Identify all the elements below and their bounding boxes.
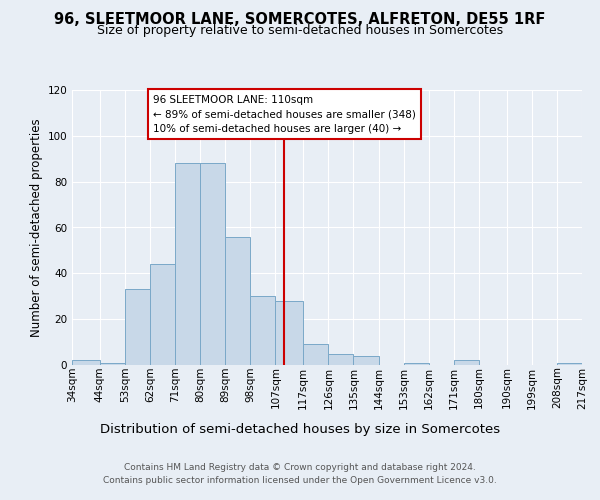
Text: Contains HM Land Registry data © Crown copyright and database right 2024.: Contains HM Land Registry data © Crown c… <box>124 462 476 471</box>
Bar <box>225 236 250 365</box>
Y-axis label: Number of semi-detached properties: Number of semi-detached properties <box>30 118 43 337</box>
Bar <box>557 362 582 365</box>
Bar <box>454 360 479 365</box>
Bar <box>200 164 225 365</box>
Bar <box>100 362 125 365</box>
Text: Contains public sector information licensed under the Open Government Licence v3: Contains public sector information licen… <box>103 476 497 485</box>
Bar <box>150 264 175 365</box>
Bar <box>125 290 150 365</box>
Bar <box>404 362 429 365</box>
Text: 96, SLEETMOOR LANE, SOMERCOTES, ALFRETON, DE55 1RF: 96, SLEETMOOR LANE, SOMERCOTES, ALFRETON… <box>55 12 545 28</box>
Bar <box>353 356 379 365</box>
Bar <box>304 344 328 365</box>
Bar <box>175 164 200 365</box>
Bar <box>72 360 100 365</box>
Text: Size of property relative to semi-detached houses in Somercotes: Size of property relative to semi-detach… <box>97 24 503 37</box>
Text: Distribution of semi-detached houses by size in Somercotes: Distribution of semi-detached houses by … <box>100 422 500 436</box>
Text: 96 SLEETMOOR LANE: 110sqm
← 89% of semi-detached houses are smaller (348)
10% of: 96 SLEETMOOR LANE: 110sqm ← 89% of semi-… <box>153 94 416 134</box>
Bar <box>250 296 275 365</box>
Bar <box>328 354 353 365</box>
Bar <box>275 301 304 365</box>
